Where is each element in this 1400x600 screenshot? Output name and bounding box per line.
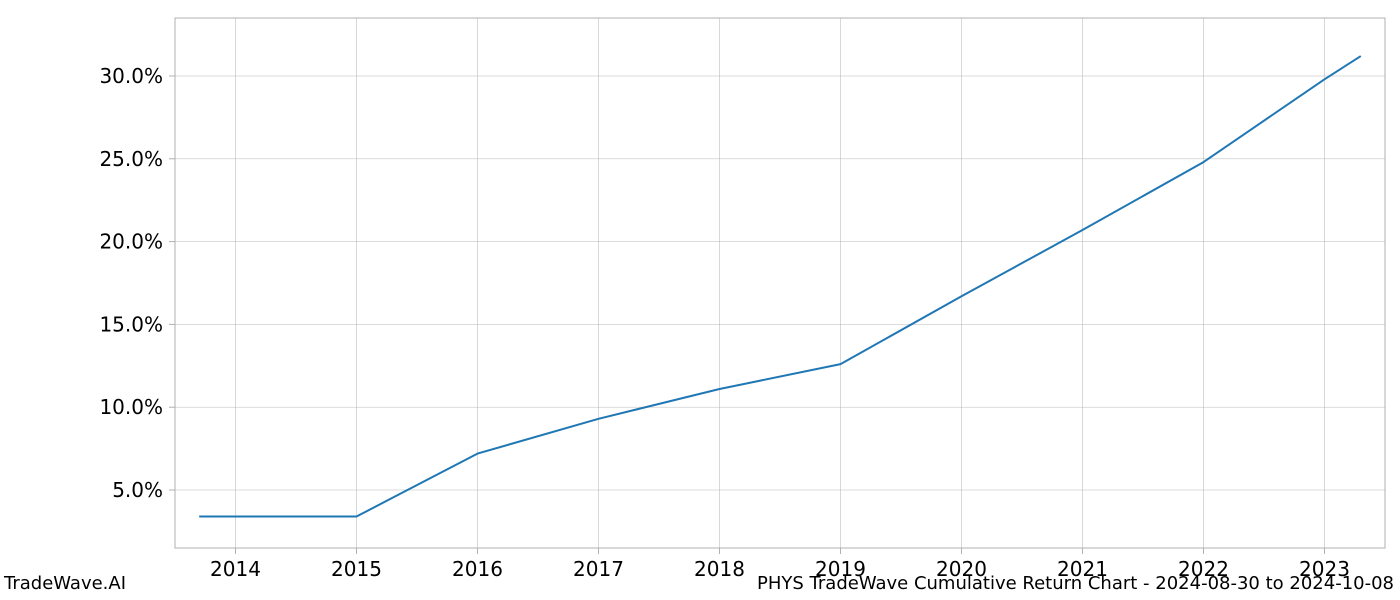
x-tick-label: 2015 [331,557,382,581]
x-tick-label: 2016 [452,557,503,581]
line-chart: 2014201520162017201820192020202120222023… [0,0,1400,600]
x-tick-label: 2017 [573,557,624,581]
y-tick-label: 20.0% [99,230,163,254]
y-tick-label: 30.0% [99,64,163,88]
x-tick-label: 2018 [694,557,745,581]
y-tick-label: 25.0% [99,147,163,171]
y-tick-label: 15.0% [99,312,163,336]
x-tick-label: 2014 [210,557,261,581]
chart-container: 2014201520162017201820192020202120222023… [0,0,1400,600]
y-tick-label: 10.0% [99,395,163,419]
y-tick-label: 5.0% [112,478,163,502]
footer-right-label: PHYS TradeWave Cumulative Return Chart -… [757,573,1394,594]
footer-left-label: TradeWave.AI [4,573,126,594]
